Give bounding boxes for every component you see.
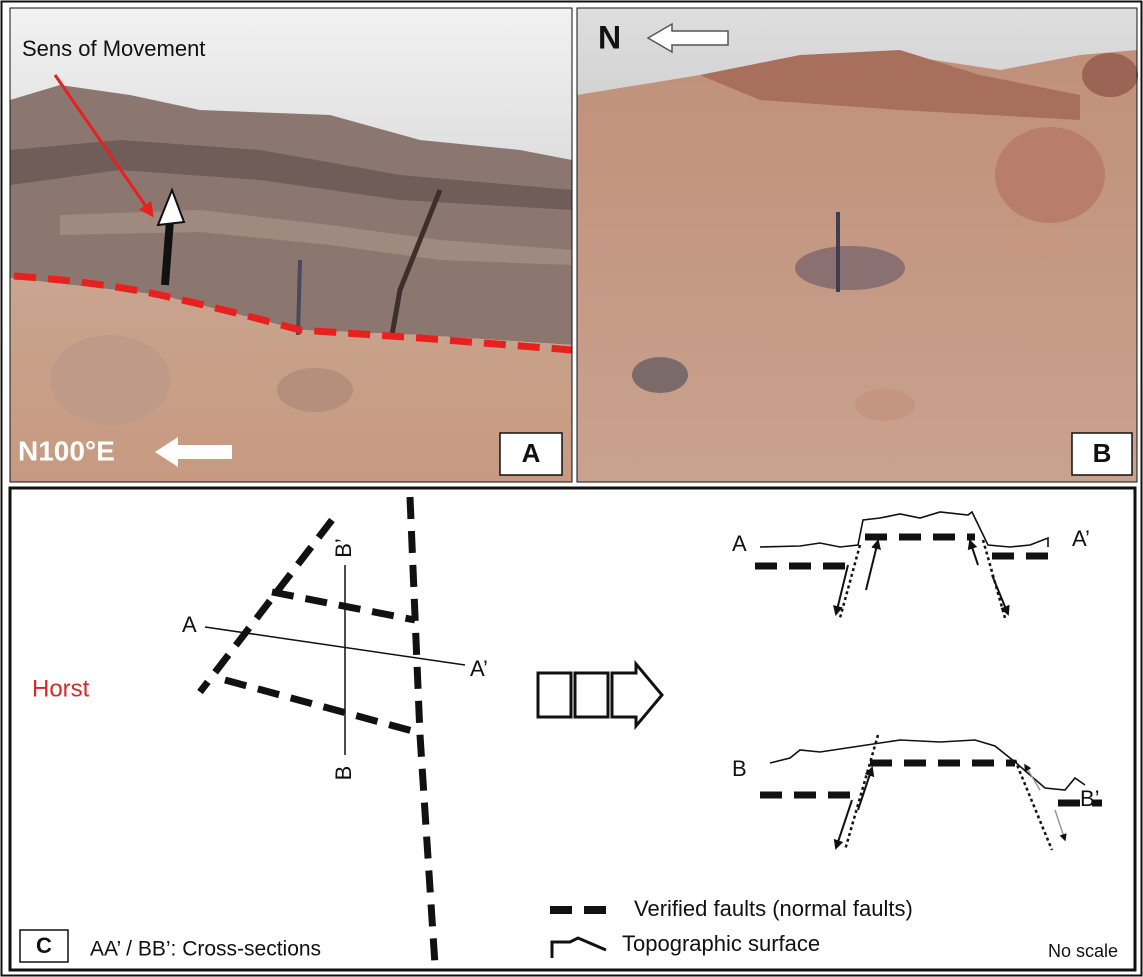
flow-arrow xyxy=(610,659,664,731)
note: AA’ / BB’: Cross-sections xyxy=(90,938,321,961)
photo-a-boulder xyxy=(50,335,170,425)
slip-arrow xyxy=(833,799,853,850)
fault-line xyxy=(406,496,439,966)
direction-arrow xyxy=(155,437,232,467)
section-line xyxy=(204,626,466,666)
slip-arrow xyxy=(857,766,875,811)
photo-b-rock xyxy=(632,357,688,393)
section-label: A’ xyxy=(470,656,488,681)
panel-label: B xyxy=(1093,438,1112,468)
photo-border xyxy=(9,7,573,483)
panel-label-box xyxy=(499,432,563,476)
photo-a-rock-layer xyxy=(10,140,572,210)
panel-label-box xyxy=(19,929,69,963)
photo-b-rock xyxy=(855,389,915,421)
slip-arrow xyxy=(1054,809,1067,842)
section-label: A xyxy=(182,612,197,637)
section-label: B xyxy=(331,766,356,781)
photo-b-boulder xyxy=(1082,53,1138,97)
movement-pointer xyxy=(53,74,154,218)
fault-dip xyxy=(838,544,862,619)
fault-dip xyxy=(1013,759,1054,851)
panel-label: A xyxy=(522,438,541,468)
movement-arrow-shaft xyxy=(161,219,174,286)
legend-label: Topographic surface xyxy=(622,931,820,956)
slip-arrow xyxy=(991,574,1010,616)
fault-trace xyxy=(13,272,573,354)
section-label: B’ xyxy=(331,538,356,558)
panel-label-box xyxy=(1071,432,1133,476)
fault-dip xyxy=(843,734,880,851)
scale-note: No scale xyxy=(1048,941,1118,961)
photo-border xyxy=(576,7,1138,483)
section-label: A xyxy=(732,531,747,556)
photo-a-rock-layer xyxy=(60,210,572,265)
horst-label: Horst xyxy=(32,675,90,702)
direction-arrow xyxy=(646,22,729,54)
direction-label: N100°E xyxy=(18,435,115,466)
photo-b-boulder xyxy=(995,127,1105,223)
direction-label: N xyxy=(598,19,621,55)
topographic-line xyxy=(769,739,1086,791)
section-label: A’ xyxy=(1072,526,1090,551)
flow-box xyxy=(536,671,573,719)
slip-arrow xyxy=(967,539,979,566)
photo-b-rock xyxy=(1003,231,1067,259)
legend-topo-symbol xyxy=(550,936,607,958)
photo-a-crack xyxy=(389,189,443,336)
panel-label: C xyxy=(36,933,52,958)
flow-box xyxy=(573,671,610,719)
annotation: Sens of Movement xyxy=(22,36,205,61)
photo-a-boulder xyxy=(277,368,353,412)
photo-a-hammer xyxy=(296,259,302,336)
topographic-line xyxy=(759,510,1049,548)
section-label: B xyxy=(732,756,747,781)
slip-arrow xyxy=(833,564,849,616)
movement-arrow-head xyxy=(156,187,186,227)
slip-arrow xyxy=(1024,763,1041,791)
fault-line xyxy=(197,517,335,695)
photo-b-rock xyxy=(795,246,905,290)
legend-label: Verified faults (normal faults) xyxy=(634,896,913,921)
fault-line xyxy=(271,588,416,624)
section-label: B’ xyxy=(1080,786,1100,811)
slip-arrow xyxy=(865,539,881,591)
photo-b-rock-ridge xyxy=(700,50,1080,120)
panel-c-border xyxy=(8,486,1137,972)
